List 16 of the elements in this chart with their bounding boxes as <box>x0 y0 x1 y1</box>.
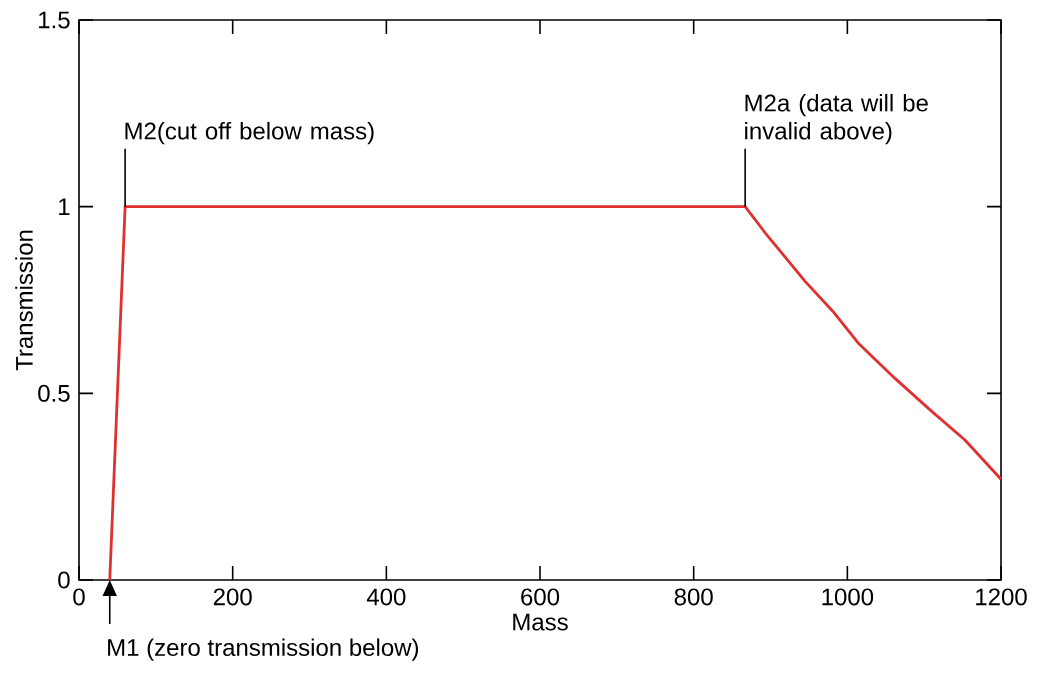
annotation: M1 (zero transmission below) <box>108 638 419 661</box>
annotation: M2(cut off below mass) <box>125 121 374 145</box>
x-tick-label: 1200 <box>976 588 1027 606</box>
x-tick-label: 800 <box>674 588 713 606</box>
y-tick-label: 1 <box>59 198 70 215</box>
annotation: M2a (data will be invalid above) <box>745 93 928 145</box>
x-axis-title: Mass <box>513 613 568 631</box>
y-tick-label: 0.5 <box>38 384 70 402</box>
x-tick-label: 0 <box>73 588 85 606</box>
x-tick-label: 1000 <box>822 588 874 606</box>
y-tick-label: 1.5 <box>39 11 70 29</box>
y-axis-title: Transmission <box>15 230 33 371</box>
x-tick-label: 600 <box>521 588 560 606</box>
y-tick-label: 0 <box>58 571 70 589</box>
x-tick-label: 200 <box>213 588 252 606</box>
x-tick-label: 400 <box>366 588 406 606</box>
